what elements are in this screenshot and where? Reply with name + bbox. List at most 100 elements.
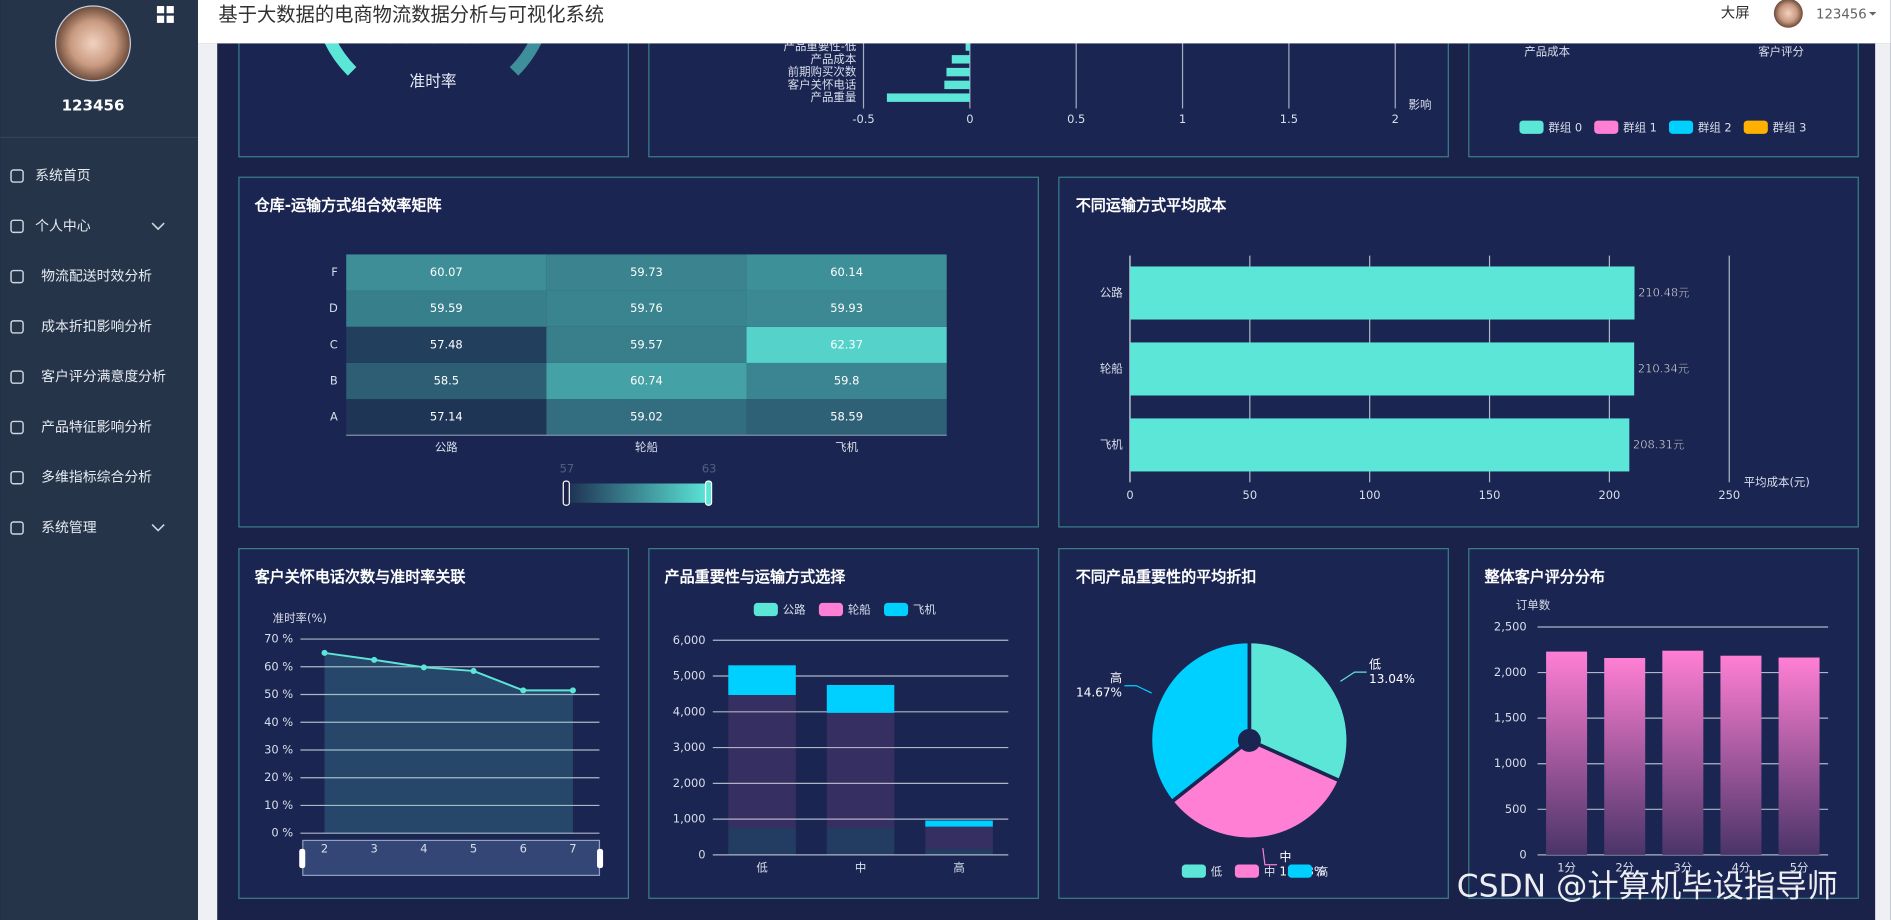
legend-swatch	[1668, 120, 1694, 134]
cell-label: 59.59	[430, 301, 463, 315]
slice-value: 14.67%	[1076, 685, 1122, 699]
menu-label: 物流配送时效分析	[41, 269, 152, 285]
menu-label: 产品特征影响分析	[41, 419, 152, 435]
heat-cell	[746, 399, 947, 436]
bar-segment	[826, 828, 895, 855]
bar	[965, 42, 970, 51]
value-label: 210.48元	[1638, 286, 1689, 300]
point	[520, 687, 527, 694]
y-tick-label: D	[329, 301, 338, 315]
menu-icon	[10, 320, 24, 334]
menu-item[interactable]: 成本折扣影响分析	[10, 319, 152, 335]
y-tick-label: 3,000	[673, 740, 706, 754]
caret-icon	[1869, 12, 1877, 16]
area	[324, 652, 573, 834]
y-tick-label: 6,000	[673, 633, 706, 647]
y-tick-label: 轮船	[1100, 361, 1123, 375]
cell-label: 59.76	[630, 301, 663, 315]
bar	[1778, 657, 1820, 855]
header-user[interactable]: 123456	[1816, 7, 1867, 22]
x-tick-label: 100	[1359, 488, 1381, 502]
sidebar-bg	[0, 0, 198, 920]
panel-title: 产品重要性与运输方式选择	[665, 568, 847, 586]
cell-label: 62.37	[830, 337, 863, 351]
menu-item[interactable]: 客户评分满意度分析	[10, 368, 166, 385]
screen-link[interactable]: 大屏	[1721, 4, 1750, 21]
y-tick-label: 60 %	[264, 659, 293, 673]
menu-item[interactable]: 多维指标综合分析	[10, 469, 152, 486]
gauge-label: 准时率	[410, 71, 457, 90]
menu-item[interactable]: 产品特征影响分析	[10, 419, 152, 435]
legend-swatch	[1519, 120, 1544, 134]
y-tick-label: 公路	[1100, 286, 1123, 300]
y-tick-label: 0 %	[271, 826, 293, 840]
pie-slice	[1170, 742, 1342, 842]
x-tick-label: 4分	[1732, 861, 1751, 875]
heat-cell	[546, 362, 747, 400]
x-tick-label: 6	[520, 841, 527, 855]
panel-title: 不同产品重要性的平均折扣	[1076, 568, 1257, 586]
header: 基于大数据的电商物流数据分析与可视化系统 大屏 123456	[197, 0, 1891, 44]
point	[371, 656, 378, 663]
bar	[1720, 655, 1762, 855]
menu-item[interactable]: 系统管理	[10, 520, 97, 536]
heat-cell	[546, 254, 747, 291]
heat-cell	[746, 254, 947, 291]
x-tick-label: 2	[321, 841, 328, 855]
menu-item[interactable]: 个人中心	[10, 218, 91, 234]
vm-max-label: 63	[702, 462, 717, 476]
header-avatar[interactable]	[1773, 0, 1803, 28]
line	[324, 651, 573, 692]
indicator-label: 产品成本	[1524, 44, 1570, 58]
legend-swatch[interactable]	[884, 602, 909, 617]
legend-swatch	[1594, 120, 1619, 134]
y-tick-label: 0	[1519, 847, 1526, 861]
vm-handle	[704, 480, 713, 506]
visual-map	[566, 483, 710, 503]
bar	[951, 55, 970, 64]
x-tick-label: 1	[1179, 112, 1186, 126]
heat-cell	[546, 399, 747, 436]
legend-swatch[interactable]	[818, 602, 844, 617]
panel-title: 仓库-运输方式组合效率矩阵	[254, 197, 442, 215]
legend-label: 群组 3	[1773, 120, 1807, 134]
menu-item[interactable]: 物流配送时效分析	[10, 269, 152, 285]
heat-cell	[346, 254, 547, 291]
y-tick-label: 500	[1505, 802, 1527, 816]
y-tick-label: 2,500	[1494, 619, 1527, 633]
pie-slice	[1247, 639, 1351, 783]
grid-icon[interactable]	[156, 6, 174, 23]
cell-label: 58.5	[434, 374, 459, 388]
bar-segment	[925, 826, 993, 850]
y-tick-label: 1,000	[673, 812, 706, 826]
menu-icon	[10, 521, 24, 535]
legend-label: 高	[1317, 864, 1328, 878]
menu-icon	[10, 169, 24, 183]
cell-label: 57.48	[430, 337, 463, 351]
legend-label: 飞机	[913, 603, 936, 617]
header-bg	[197, 0, 1891, 44]
y-tick-label: 2,000	[1494, 665, 1527, 679]
y-tick-label: C	[330, 337, 338, 351]
x-tick-label: 1分	[1557, 861, 1576, 875]
heat-cell	[346, 399, 547, 436]
bar	[1662, 650, 1704, 855]
zoom-handle[interactable]	[597, 848, 604, 869]
cell-label: 59.8	[834, 374, 859, 388]
x-axis-label: 平均成本(元)	[1744, 475, 1810, 489]
cell-label: 57.14	[430, 410, 463, 424]
x-tick-label: 高	[953, 861, 964, 875]
leader-line	[1340, 671, 1367, 682]
y-tick-label: 产品成本	[811, 52, 857, 66]
menu-item[interactable]: 系统首页	[10, 168, 91, 184]
chevron-icon	[151, 222, 165, 231]
y-tick-label: B	[330, 374, 338, 388]
panel	[648, 548, 1039, 899]
x-tick-label: 200	[1598, 488, 1620, 502]
legend-label: 群组 1	[1623, 120, 1657, 134]
zoom-handle[interactable]	[299, 848, 306, 869]
bar	[1129, 418, 1630, 472]
y-tick-label: 10 %	[264, 798, 293, 812]
bar	[1129, 266, 1635, 320]
legend-swatch[interactable]	[753, 602, 778, 617]
